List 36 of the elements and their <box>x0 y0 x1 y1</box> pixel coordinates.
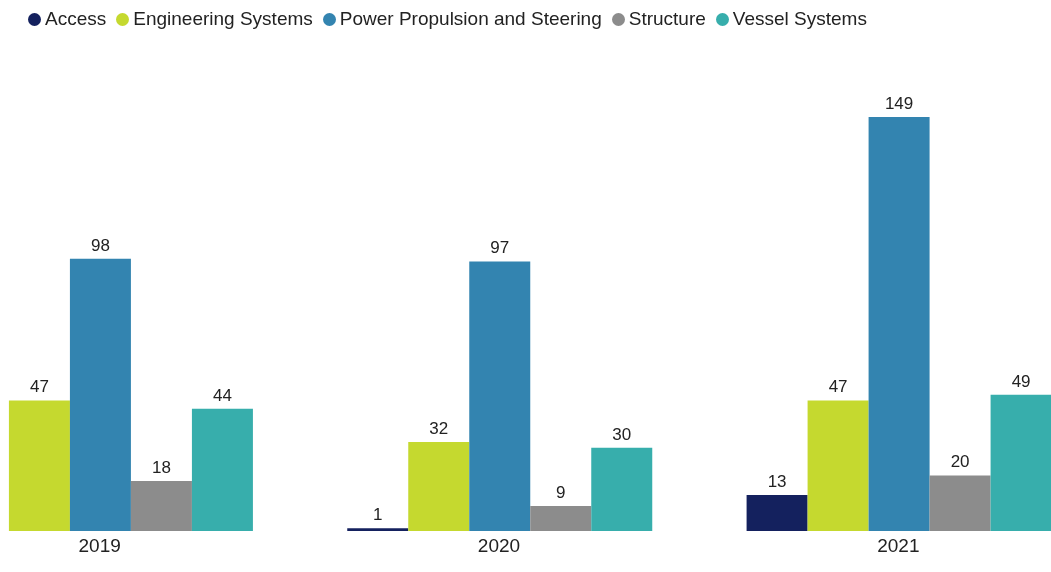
data-label: 30 <box>612 424 632 444</box>
data-label: 9 <box>556 482 566 502</box>
data-label: 149 <box>884 94 914 113</box>
data-label: 98 <box>90 235 110 255</box>
bar <box>746 494 808 531</box>
bar <box>8 400 70 531</box>
x-tick-label: 2020 <box>477 535 521 557</box>
bar <box>868 117 930 531</box>
data-label: 32 <box>429 419 449 439</box>
legend-label: Vessel Systems <box>732 8 867 29</box>
data-label: 44 <box>212 385 232 405</box>
bar <box>469 261 531 531</box>
bar <box>929 475 991 531</box>
bar <box>69 258 131 531</box>
legend-label: Access <box>45 8 107 29</box>
x-tick-label: 2019 <box>78 535 121 557</box>
data-label: 47 <box>29 377 49 397</box>
bar <box>990 394 1051 531</box>
bar <box>408 442 470 531</box>
legend-label: Engineering Systems <box>133 8 313 29</box>
bar <box>530 505 592 531</box>
legend-label: Power Propulsion and Steering <box>339 8 602 29</box>
bar <box>130 480 192 531</box>
data-label: 1 <box>373 505 383 525</box>
data-label: 47 <box>828 377 848 397</box>
legend-label: Structure <box>628 8 706 29</box>
data-label: 18 <box>151 457 171 477</box>
data-label: 13 <box>767 471 787 491</box>
bar <box>591 447 653 531</box>
data-label: 97 <box>490 238 510 258</box>
bar <box>347 528 409 531</box>
x-tick-label: 2021 <box>877 535 920 557</box>
bar <box>191 408 253 531</box>
data-label: 20 <box>950 452 970 472</box>
data-label: 49 <box>1011 371 1031 391</box>
bar <box>807 400 869 531</box>
